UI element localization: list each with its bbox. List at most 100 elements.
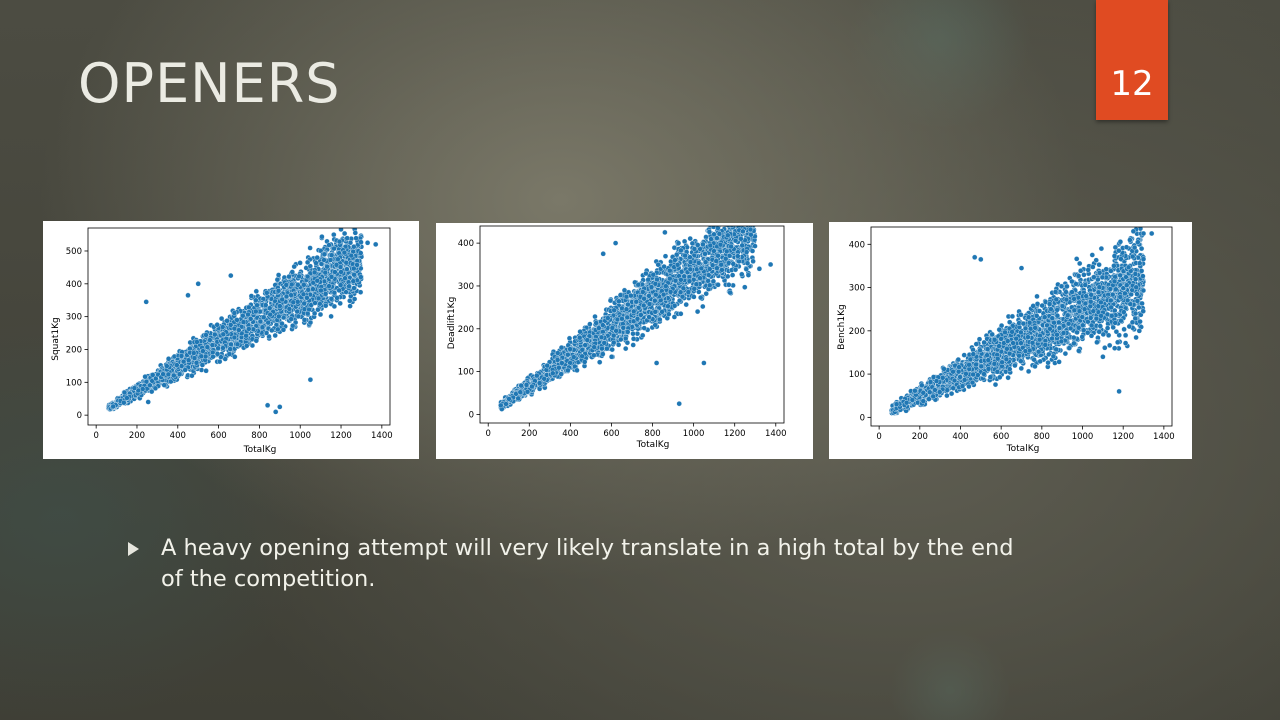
chart-deadlift-point <box>732 267 739 273</box>
chart-squat-point <box>373 241 379 248</box>
chart-deadlift-point <box>587 321 593 327</box>
chart-squat-ytick-label: 300 <box>66 313 82 323</box>
chart-squat-point <box>338 228 344 233</box>
chart-squat-point <box>318 287 324 294</box>
chart-squat-point <box>250 326 256 332</box>
chart-squat-point <box>272 332 278 339</box>
chart-squat-point <box>152 385 159 391</box>
chart-squat-point <box>301 306 308 312</box>
chart-squat-point <box>276 313 282 320</box>
chart-squat-point <box>193 360 200 366</box>
chart-squat-point <box>254 302 260 308</box>
chart-squat-point <box>352 230 358 236</box>
chart-squat-point <box>289 269 295 275</box>
chart-deadlift-point <box>591 352 597 358</box>
chart-squat-point <box>322 269 328 276</box>
chart-squat-point <box>207 337 213 343</box>
chart-squat-point <box>295 282 301 288</box>
chart-squat-point <box>264 402 271 408</box>
chart-squat-point <box>147 382 153 388</box>
chart-squat-xtick-label: 1200 <box>330 431 352 441</box>
chart-deadlift-point <box>714 265 720 271</box>
chart-deadlift-point <box>732 223 737 224</box>
chart-squat-point <box>131 385 138 391</box>
chart-squat-point <box>358 250 364 256</box>
chart-squat-point <box>304 259 311 266</box>
chart-deadlift-point <box>691 286 697 292</box>
slide-number-badge: 12 <box>1096 0 1168 120</box>
chart-deadlift-point <box>750 258 756 264</box>
chart-squat-point <box>274 277 281 283</box>
chart-deadlift-point <box>706 229 713 235</box>
chart-deadlift-point <box>739 242 745 249</box>
chart-deadlift-point <box>749 248 756 254</box>
chart-squat-point <box>165 371 172 378</box>
chart-squat-point <box>351 244 357 250</box>
chart-squat-point <box>253 308 259 315</box>
chart-squat-point <box>246 326 252 332</box>
chart-squat-point <box>164 363 170 369</box>
chart-deadlift-point <box>715 226 721 231</box>
chart-squat-point <box>301 282 307 288</box>
chart-squat-point <box>210 354 216 360</box>
chart-squat-point <box>124 395 130 401</box>
chart-squat-point <box>267 305 273 311</box>
chart-squat-point <box>296 273 302 280</box>
chart-squat-point <box>217 358 223 365</box>
chart-squat-point <box>246 304 252 311</box>
chart-deadlift-point <box>630 336 637 342</box>
chart-deadlift-point <box>638 312 644 318</box>
chart-squat-point <box>286 273 292 280</box>
chart-squat-point <box>228 272 234 279</box>
chart-squat-point <box>160 371 166 377</box>
chart-deadlift-point <box>739 223 744 224</box>
chart-deadlift-point <box>694 266 700 272</box>
chart-squat-point <box>348 252 354 259</box>
chart-squat-point <box>194 339 200 345</box>
chart-squat-point <box>214 351 221 357</box>
chart-squat-point <box>283 282 289 288</box>
chart-squat-ytick-label: 400 <box>66 280 82 290</box>
chart-squat-point <box>337 264 344 270</box>
chart-deadlift-point <box>623 345 629 352</box>
chart-squat-point <box>275 288 282 294</box>
chart-squat-point <box>351 285 357 291</box>
chart-squat-point <box>275 272 282 278</box>
chart-squat-point <box>288 292 294 298</box>
chart-deadlift-point <box>571 354 577 360</box>
chart-squat-marks: 0 200 400 600 800 1000 1200 1400010020030040050… <box>66 227 393 441</box>
chart-squat-point <box>204 344 211 350</box>
chart-deadlift-point <box>675 240 682 246</box>
chart-deadlift-point <box>630 331 636 337</box>
chart-deadlift-point <box>723 256 729 262</box>
chart-deadlift-point <box>725 226 731 229</box>
chart-squat-point <box>165 356 172 362</box>
chart-squat-point <box>224 318 230 324</box>
chart-deadlift-point <box>727 289 733 296</box>
chart-squat-xtick-label: 800 <box>251 431 267 441</box>
chart-squat-point <box>253 288 259 294</box>
chart-squat-point <box>322 291 329 297</box>
chart-squat-xtick-label: 200 <box>129 431 145 441</box>
chart-squat-point <box>267 311 273 318</box>
chart-squat-point <box>328 274 335 280</box>
chart-squat-point <box>226 351 233 357</box>
chart-squat-point <box>243 333 249 339</box>
chart-squat-point <box>218 315 225 322</box>
chart-squat-point <box>291 263 297 270</box>
chart-squat-point <box>318 261 325 267</box>
chart-deadlift-point <box>745 223 750 224</box>
chart-deadlift-point <box>697 246 703 252</box>
chart-squat-point <box>277 303 283 309</box>
chart-squat-point <box>304 295 310 301</box>
chart-deadlift-point <box>726 282 732 288</box>
chart-squat-point <box>347 303 353 309</box>
chart-squat-point <box>304 273 311 280</box>
chart-squat-xtick-label: 600 <box>210 431 226 441</box>
chart-squat-point <box>253 338 259 344</box>
chart-deadlift-point <box>597 359 603 365</box>
chart-squat-point <box>314 278 320 284</box>
chart-squat-point <box>328 296 335 302</box>
chart-deadlift-point <box>635 305 642 311</box>
